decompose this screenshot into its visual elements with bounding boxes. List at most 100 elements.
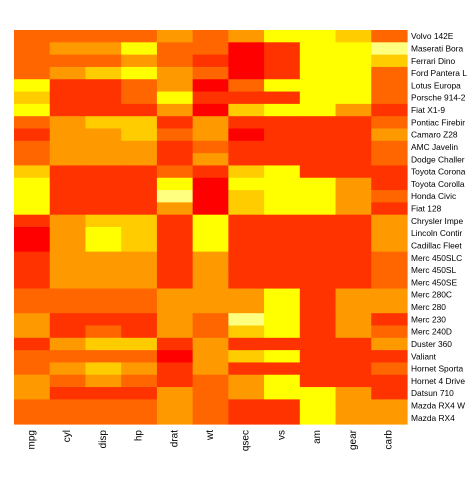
cell-merc-450slc-wt [192,251,229,265]
column-label-drat: drat [169,430,180,447]
cell-merc-450slc-vs [264,251,301,265]
cell-dodge-challenger-drat [156,153,194,167]
cell-merc-230-hp [121,313,158,327]
cell-mazda-rx4-wag-cyl [49,399,87,413]
cell-valiant-disp [85,350,122,364]
cell-maserati-bora-hp [121,42,158,56]
cell-volvo-142e-cyl [49,30,87,43]
cell-honda-civic-am [299,190,337,203]
cell-toyota-corona-carb [371,165,408,179]
cell-maserati-bora-disp [85,42,122,56]
cell-ford-pantera-l-mpg [14,66,51,80]
cell-merc-450sl-disp [85,263,122,277]
cell-datsun-710-gear [335,387,372,400]
cell-toyota-corolla-am [299,177,337,191]
cell-hornet-4-drive-disp [85,374,122,388]
cell-valiant-cyl [49,350,87,364]
cell-merc-240d-wt [192,325,229,339]
cell-pontiac-firebird-wt [192,116,229,130]
cell-maserati-bora-drat [156,42,194,56]
cell-hornet-sportabout-am [299,362,337,376]
cell-dodge-challenger-wt [192,153,229,167]
cell-lincoln-continental-hp [121,227,158,240]
cell-lotus-europa-qsec [228,79,265,93]
column-label-disp: disp [98,430,109,449]
cell-toyota-corona-hp [121,165,158,179]
cell-hornet-sportabout-qsec [228,362,265,376]
cell-honda-civic-drat [156,190,194,203]
row-label-lincoln-continental: Lincoln Contir [411,228,462,238]
column-label-cyl: cyl [62,430,73,442]
cell-merc-450sl-drat [156,263,194,277]
row-label-amc-javelin: AMC Javelin [411,142,458,152]
cell-merc-230-vs [264,313,301,327]
cell-dodge-challenger-vs [264,153,301,167]
cell-merc-240d-disp [85,325,122,339]
cell-merc-450slc-gear [335,251,372,265]
cell-datsun-710-am [299,387,337,400]
cell-ferrari-dino-gear [335,54,372,68]
cell-valiant-drat [156,350,194,364]
cell-fiat-x1-9-qsec [228,103,265,117]
cell-duster-360-mpg [14,337,51,351]
cell-merc-450sl-carb [371,263,408,277]
cell-merc-240d-am [299,325,337,339]
cell-camaro-z28-hp [121,128,158,142]
cell-fiat-128-am [299,202,337,216]
cell-dodge-challenger-cyl [49,153,87,167]
cell-merc-280-qsec [228,300,265,314]
cell-honda-civic-carb [371,190,408,203]
cell-ford-pantera-l-disp [85,66,122,80]
row-label-camaro-z28: Camaro Z28 [411,130,458,140]
cell-merc-280c-am [299,288,337,302]
cell-chrysler-imperial-am [299,214,337,228]
cell-merc-450slc-drat [156,251,194,265]
cell-datsun-710-wt [192,387,229,400]
cell-porsche-914-2-gear [335,91,372,105]
cell-mazda-rx4-wag-gear [335,399,372,413]
cell-duster-360-drat [156,337,194,351]
cell-ferrari-dino-cyl [49,54,87,68]
cell-porsche-914-2-disp [85,91,122,105]
cell-amc-javelin-cyl [49,140,87,154]
cell-ford-pantera-l-wt [192,66,229,80]
cell-ford-pantera-l-qsec [228,66,265,80]
cell-fiat-x1-9-am [299,103,337,117]
cell-merc-450sl-am [299,263,337,277]
cell-amc-javelin-carb [371,140,408,154]
cell-ferrari-dino-disp [85,54,122,68]
cell-camaro-z28-vs [264,128,301,142]
cell-duster-360-carb [371,337,408,351]
cell-porsche-914-2-cyl [49,91,87,105]
cell-hornet-sportabout-mpg [14,362,51,376]
cell-honda-civic-mpg [14,190,51,203]
cell-toyota-corona-wt [192,165,229,179]
cell-pontiac-firebird-qsec [228,116,265,130]
row-label-volvo-142e: Volvo 142E [411,31,454,41]
cell-merc-230-wt [192,313,229,327]
cell-datsun-710-carb [371,387,408,400]
cell-cadillac-fleetwood-disp [85,239,122,253]
cell-toyota-corolla-vs [264,177,301,191]
cell-mazda-rx4-wag-mpg [14,399,51,413]
cell-merc-450sl-qsec [228,263,265,277]
cell-fiat-x1-9-drat [156,103,194,117]
row-label-dodge-challenger: Dodge Challer [411,154,465,164]
cell-fiat-128-qsec [228,202,265,216]
cell-camaro-z28-disp [85,128,122,142]
column-labels: mpg cyl disp hp drat wt qsec vs am gear carb [26,429,394,451]
row-label-porsche-914-2: Porsche 914-2 [411,93,466,103]
cell-merc-450sl-cyl [49,263,87,277]
cell-merc-280c-gear [335,288,372,302]
cell-chrysler-imperial-wt [192,214,229,228]
cell-camaro-z28-carb [371,128,408,142]
cell-merc-450se-disp [85,276,122,290]
cell-merc-450se-mpg [14,276,51,290]
column-label-gear: gear [348,429,359,450]
cell-duster-360-disp [85,337,122,351]
cell-lincoln-continental-qsec [228,227,265,240]
cell-merc-280-hp [121,300,158,314]
cell-chrysler-imperial-qsec [228,214,265,228]
cell-lotus-europa-hp [121,79,158,93]
cell-hornet-4-drive-mpg [14,374,51,388]
